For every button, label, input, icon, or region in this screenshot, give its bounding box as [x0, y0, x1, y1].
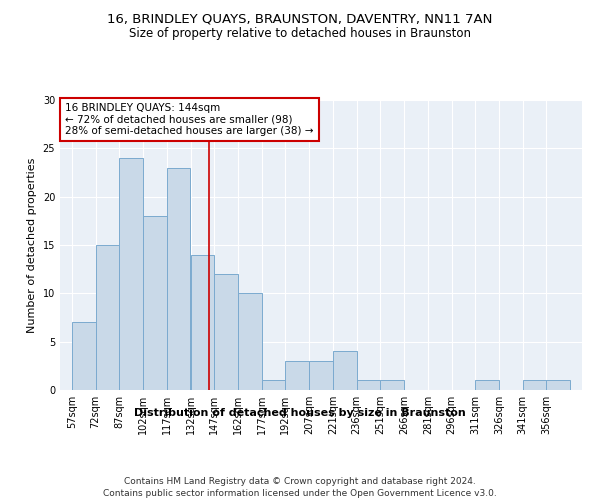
Bar [143, 216, 167, 390]
Text: Contains HM Land Registry data © Crown copyright and database right 2024.: Contains HM Land Registry data © Crown c… [124, 478, 476, 486]
Bar [286, 361, 309, 390]
Bar [262, 380, 286, 390]
Bar [380, 380, 404, 390]
Bar [72, 322, 95, 390]
Bar [214, 274, 238, 390]
Bar [475, 380, 499, 390]
Bar [238, 294, 262, 390]
Bar [523, 380, 547, 390]
Bar [356, 380, 380, 390]
Text: Size of property relative to detached houses in Braunston: Size of property relative to detached ho… [129, 28, 471, 40]
Bar [191, 254, 214, 390]
Text: 16, BRINDLEY QUAYS, BRAUNSTON, DAVENTRY, NN11 7AN: 16, BRINDLEY QUAYS, BRAUNSTON, DAVENTRY,… [107, 12, 493, 26]
Text: Distribution of detached houses by size in Braunston: Distribution of detached houses by size … [134, 408, 466, 418]
Bar [309, 361, 333, 390]
Y-axis label: Number of detached properties: Number of detached properties [27, 158, 37, 332]
Bar [333, 352, 356, 390]
Bar [167, 168, 190, 390]
Text: Contains public sector information licensed under the Open Government Licence v3: Contains public sector information licen… [103, 489, 497, 498]
Bar [95, 245, 119, 390]
Bar [119, 158, 143, 390]
Text: 16 BRINDLEY QUAYS: 144sqm
← 72% of detached houses are smaller (98)
28% of semi-: 16 BRINDLEY QUAYS: 144sqm ← 72% of detac… [65, 103, 314, 136]
Bar [547, 380, 570, 390]
